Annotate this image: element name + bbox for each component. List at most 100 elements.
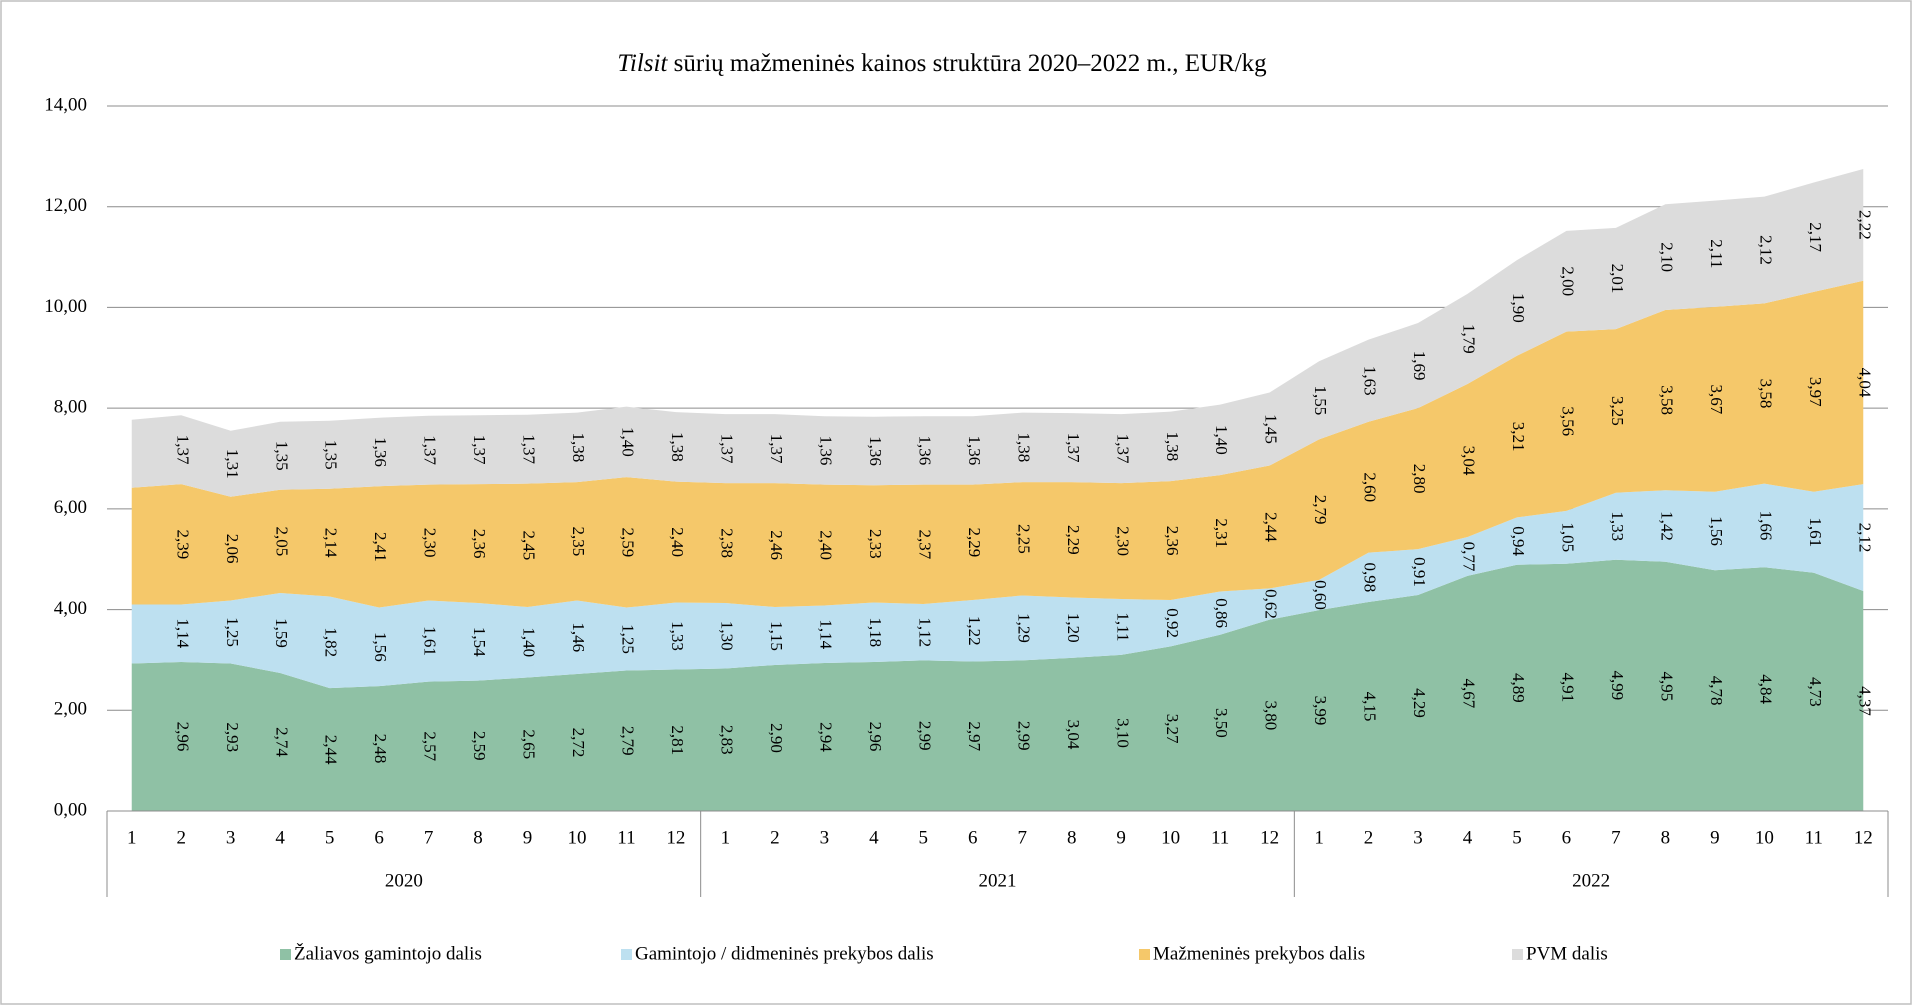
x-tick-label: 1 <box>1314 827 1324 848</box>
x-tick-label: 5 <box>1512 827 1522 848</box>
data-label: 2,59 <box>470 731 489 761</box>
data-label: 2,57 <box>421 731 440 761</box>
data-label: 2,30 <box>421 528 440 558</box>
x-tick-label: 5 <box>919 827 929 848</box>
data-label: 3,04 <box>1064 720 1083 750</box>
data-label: 2,99 <box>1014 721 1033 751</box>
data-label: 2,01 <box>1608 264 1627 294</box>
data-label: 1,40 <box>1212 425 1231 455</box>
data-label: 1,37 <box>520 434 539 464</box>
data-label: 4,84 <box>1756 674 1775 704</box>
data-label: 0,77 <box>1460 542 1479 572</box>
data-label: 2,38 <box>717 528 736 558</box>
data-label: 1,36 <box>965 436 984 466</box>
data-label: 2,40 <box>668 527 687 557</box>
data-label: 4,29 <box>1410 688 1429 718</box>
data-label: 1,69 <box>1410 351 1429 381</box>
data-label: 1,25 <box>619 624 638 654</box>
data-label: 4,78 <box>1707 676 1726 706</box>
data-label: 2,12 <box>1855 523 1874 553</box>
y-tick-label: 8,00 <box>54 397 87 418</box>
data-label: 1,37 <box>470 435 489 465</box>
x-tick-label: 2 <box>176 827 186 848</box>
data-label: 1,33 <box>1608 511 1627 541</box>
data-label: 1,31 <box>223 449 242 479</box>
data-label: 2,44 <box>322 735 341 765</box>
data-label: 2,05 <box>272 526 291 556</box>
x-tick-label: 6 <box>968 827 978 848</box>
area <box>131 280 1864 608</box>
data-label: 2,10 <box>1657 242 1676 272</box>
data-label: 1,37 <box>717 434 736 464</box>
data-label: 3,50 <box>1212 708 1231 738</box>
data-label: 1,46 <box>569 622 588 652</box>
data-label: 4,15 <box>1361 692 1380 722</box>
y-tick-label: 14,00 <box>44 94 87 115</box>
data-label: 2,33 <box>866 529 885 559</box>
data-label: 1,12 <box>915 617 934 647</box>
data-label: 2,96 <box>866 722 885 752</box>
x-tick-label: 11 <box>1805 827 1823 848</box>
y-tick-label: 2,00 <box>54 699 87 720</box>
data-label: 1,79 <box>1460 324 1479 354</box>
data-label: 1,30 <box>717 621 736 651</box>
x-tick-label: 2 <box>1364 827 1374 848</box>
x-tick-label: 6 <box>1562 827 1572 848</box>
data-label: 2,14 <box>322 528 341 558</box>
data-label: 0,86 <box>1212 598 1231 628</box>
x-tick-label: 1 <box>721 827 731 848</box>
data-label: 4,04 <box>1855 368 1874 398</box>
group-label: 2020 <box>385 870 423 891</box>
y-tick-label: 10,00 <box>44 296 87 317</box>
y-tick-label: 12,00 <box>44 195 87 216</box>
data-label: 0,98 <box>1361 562 1380 592</box>
x-tick-label: 9 <box>1116 827 1126 848</box>
x-tick-label: 10 <box>1755 827 1774 848</box>
data-label: 2,40 <box>816 530 835 560</box>
data-label: 4,91 <box>1559 672 1578 702</box>
data-label: 3,80 <box>1262 700 1281 730</box>
x-tick-label: 3 <box>226 827 236 848</box>
data-label: 1,56 <box>1707 516 1726 546</box>
data-label: 1,55 <box>1311 385 1330 415</box>
data-label: 3,27 <box>1163 714 1182 744</box>
x-tick-label: 12 <box>1260 827 1279 848</box>
data-label: 1,11 <box>1113 612 1132 641</box>
data-label: 4,73 <box>1806 677 1825 707</box>
data-label: 1,36 <box>816 436 835 466</box>
data-label: 2,72 <box>569 728 588 758</box>
area <box>131 168 1864 497</box>
data-label: 1,37 <box>173 435 192 465</box>
x-tick-label: 4 <box>1463 827 1473 848</box>
data-label: 2,25 <box>1014 524 1033 554</box>
data-label: 2,79 <box>619 726 638 756</box>
data-label: 2,79 <box>1311 495 1330 525</box>
data-label: 2,65 <box>520 729 539 759</box>
legend-swatch <box>1512 949 1523 960</box>
x-tick-label: 9 <box>523 827 533 848</box>
data-label: 1,40 <box>520 627 539 657</box>
data-label: 1,15 <box>767 621 786 651</box>
data-label: 0,91 <box>1410 557 1429 587</box>
y-tick-label: 6,00 <box>54 497 87 518</box>
data-label: 1,61 <box>421 626 440 656</box>
x-tick-label: 9 <box>1710 827 1720 848</box>
data-label: 2,93 <box>223 722 242 752</box>
data-label: 1,63 <box>1361 366 1380 396</box>
data-label: 1,61 <box>1806 517 1825 547</box>
data-label: 2,48 <box>371 734 390 764</box>
data-label: 2,12 <box>1756 235 1775 265</box>
data-label: 2,29 <box>965 527 984 557</box>
data-label: 2,94 <box>816 722 835 752</box>
data-label: 0,62 <box>1262 589 1281 619</box>
data-label: 4,95 <box>1657 671 1676 701</box>
data-label: 1,82 <box>322 627 341 657</box>
x-tick-label: 7 <box>424 827 434 848</box>
data-label: 2,31 <box>1212 518 1231 548</box>
legend-swatch <box>621 949 632 960</box>
data-label: 1,25 <box>223 617 242 647</box>
data-label: 2,41 <box>371 532 390 562</box>
data-label: 2,96 <box>173 722 192 752</box>
data-label: 1,37 <box>421 435 440 465</box>
